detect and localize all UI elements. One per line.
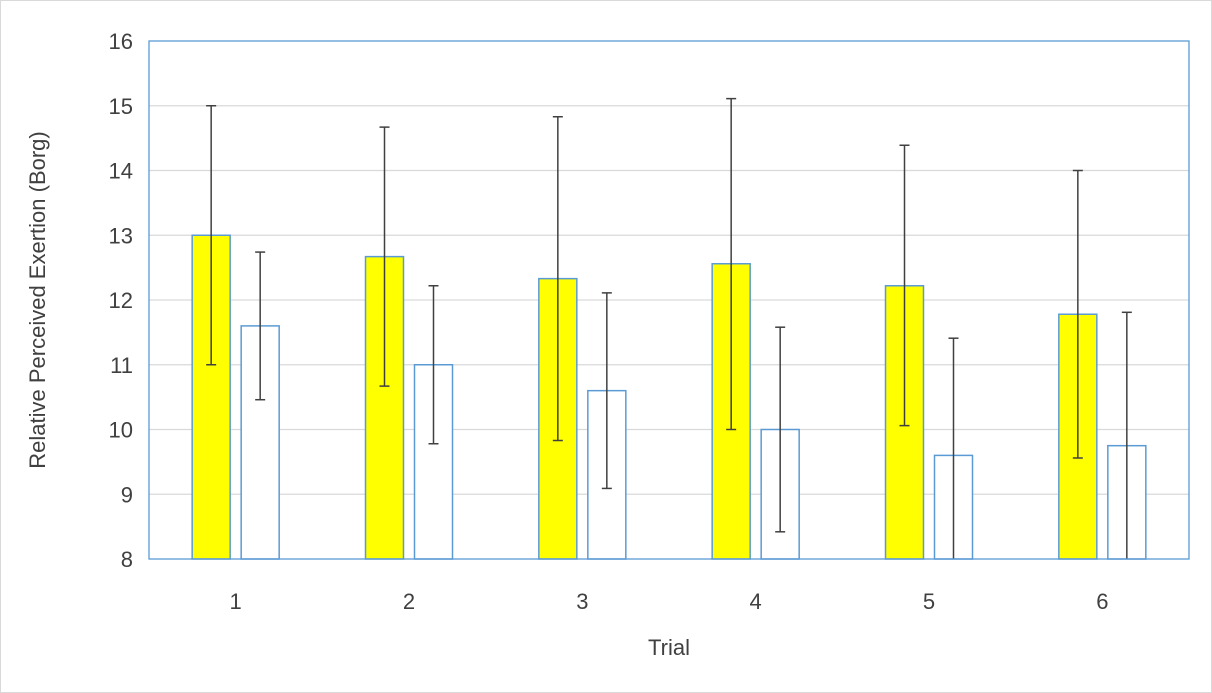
y-tick-label: 11 (110, 353, 133, 378)
y-axis-tick-labels: 8 9 10 11 12 13 14 15 16 (109, 29, 133, 572)
x-axis-title: Trial (648, 635, 690, 660)
y-tick-label: 9 (121, 482, 133, 507)
x-axis-tick-labels: 1 2 3 4 5 6 (230, 589, 1109, 614)
x-tick-label: 6 (1096, 589, 1108, 614)
y-tick-label: 13 (109, 223, 133, 248)
x-tick-label: 3 (576, 589, 588, 614)
y-tick-label: 15 (109, 94, 133, 119)
x-tick-label: 4 (750, 589, 762, 614)
plot-area-border (148, 40, 1190, 560)
gridlines (149, 105, 1189, 495)
y-tick-label: 12 (109, 288, 133, 313)
y-tick-label: 10 (109, 418, 133, 443)
x-tick-label: 2 (403, 589, 415, 614)
bars (191, 234, 1147, 560)
x-tick-label: 1 (230, 589, 242, 614)
error-bars (206, 97, 1132, 559)
x-tick-label: 5 (923, 589, 935, 614)
y-tick-label: 8 (121, 547, 133, 572)
y-axis-title: Relative Perceived Exertion (Borg) (25, 131, 50, 468)
y-tick-label: 16 (109, 29, 133, 54)
y-tick-label: 14 (109, 159, 133, 184)
